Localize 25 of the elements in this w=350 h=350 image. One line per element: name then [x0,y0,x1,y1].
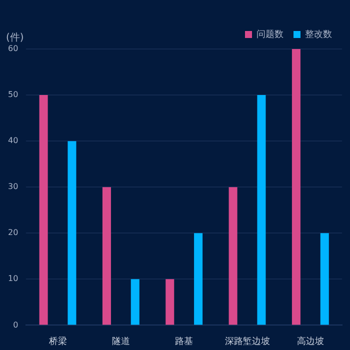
bar [130,279,140,325]
bar [320,233,329,325]
x-tick-label: 路基 [175,336,194,347]
y-tick-label: 60 [8,44,18,54]
bar [102,187,111,325]
y-tick-label: 40 [8,136,18,146]
legend-label: 问题数 [256,28,284,40]
y-tick-label: 0 [13,320,18,330]
bar [292,49,300,325]
bar [194,233,203,325]
x-tick-label: 高边坡 [296,336,324,347]
x-tick-label: 桥梁 [48,336,67,347]
bar [39,95,48,325]
x-tick-label: 深路堑边坡 [224,336,270,347]
y-tick-label: 10 [8,274,18,284]
legend-label: 整改数 [305,28,332,40]
x-tick-label: 隧道 [112,336,130,347]
bar [257,95,266,325]
y-tick-label: 50 [8,90,18,100]
y-tick-label: 30 [8,182,18,192]
bar [166,279,174,325]
y-axis-title: (件) [6,32,24,44]
y-tick-label: 20 [8,228,18,238]
bar [228,187,238,325]
bar [68,141,76,325]
